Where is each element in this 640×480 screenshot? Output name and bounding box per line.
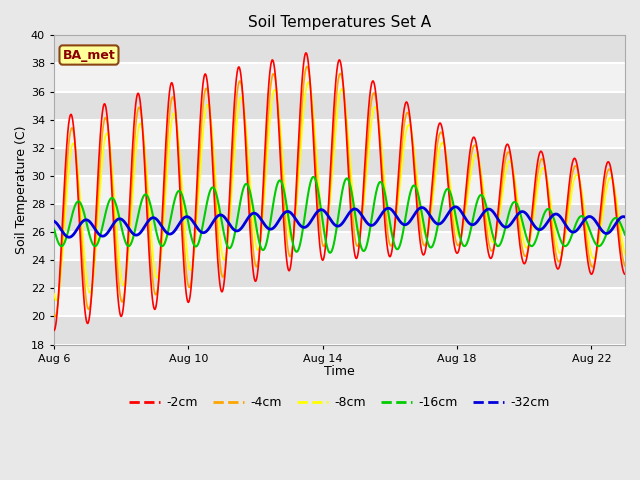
Text: BA_met: BA_met xyxy=(63,48,115,61)
Title: Soil Temperatures Set A: Soil Temperatures Set A xyxy=(248,15,431,30)
Bar xyxy=(54,36,625,63)
Legend: -2cm, -4cm, -8cm, -16cm, -32cm: -2cm, -4cm, -8cm, -16cm, -32cm xyxy=(124,391,555,414)
X-axis label: Time: Time xyxy=(324,365,355,378)
Y-axis label: Soil Temperature (C): Soil Temperature (C) xyxy=(15,126,28,254)
Bar xyxy=(54,148,625,176)
Bar xyxy=(54,204,625,232)
Bar xyxy=(54,92,625,120)
Bar xyxy=(54,260,625,288)
Bar xyxy=(54,316,625,345)
